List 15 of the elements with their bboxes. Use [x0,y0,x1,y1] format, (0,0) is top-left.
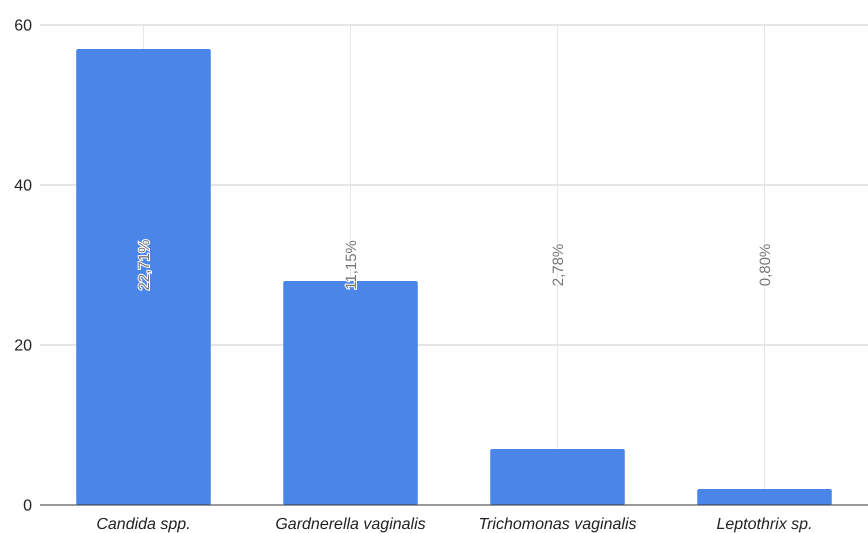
bar [697,489,832,505]
annotation: 2,78% [550,244,567,286]
annotation: 22,71% [136,240,153,290]
x-tick-label: Candida spp. [96,516,191,533]
y-tick-label: 0 [23,498,32,515]
x-tick-label: Gardnerella vaginalis [275,516,426,533]
annotation: 11,15% [342,240,360,290]
y-tick-label: 40 [14,178,32,195]
y-tick-label: 60 [14,18,32,35]
y-tick-label: 20 [14,338,32,355]
x-tick-label: Leptothrix sp. [716,516,813,533]
x-tick-label: Trichomonas vaginalis [478,516,636,533]
annotation: 0,80% [756,244,774,286]
bar [490,449,625,505]
bar [76,49,211,505]
